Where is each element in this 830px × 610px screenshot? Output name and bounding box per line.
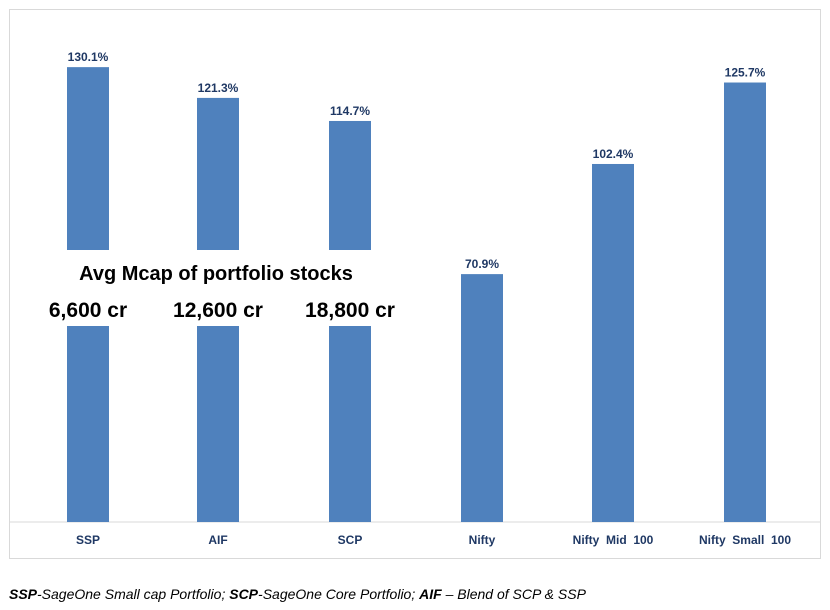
footnote-part-0: SSP bbox=[9, 586, 38, 602]
footnote-part-3: -SageOne Core Portfolio; bbox=[258, 586, 420, 602]
chart-frame: 130.1% SSP 121.3% AIF 114.7% SCP 70.9% Nifty 102… bbox=[9, 9, 821, 559]
mcap-value-1: 12,600 cr bbox=[173, 299, 263, 322]
bar-4 bbox=[592, 163, 634, 523]
footnote-part-1: -SageOne Small cap Portfolio; bbox=[37, 586, 230, 602]
footnote: SSP-SageOne Small cap Portfolio; SCP-Sag… bbox=[9, 586, 586, 602]
mcap-title: Avg Mcap of portfolio stocks bbox=[79, 263, 353, 285]
data-label-0: 130.1% bbox=[68, 50, 109, 64]
data-label-2: 114.7% bbox=[330, 104, 370, 118]
footnote-part-4: AIF bbox=[419, 586, 442, 602]
bar-5 bbox=[724, 82, 766, 522]
footnote-part-2: SCP bbox=[229, 586, 259, 602]
bar-3 bbox=[461, 274, 503, 522]
x-tick-label-1: AIF bbox=[208, 533, 227, 547]
x-tick-label-2: SCP bbox=[338, 533, 363, 547]
x-tick-label-0: SSP bbox=[76, 533, 100, 547]
footnote-part-5: – Blend of SCP & SSP bbox=[441, 586, 586, 602]
data-label-4: 102.4% bbox=[593, 147, 634, 161]
x-tick-label-4: Nifty Mid 100 bbox=[573, 533, 654, 547]
x-tick-label-3: Nifty bbox=[469, 533, 496, 547]
data-label-1: 121.3% bbox=[198, 81, 239, 95]
mcap-value-2: 18,800 cr bbox=[305, 299, 395, 322]
bar-chart: 130.1% SSP 121.3% AIF 114.7% SCP 70.9% Nifty 102… bbox=[10, 50, 820, 547]
data-label-3: 70.9% bbox=[465, 257, 499, 271]
annotation-band bbox=[50, 250, 410, 326]
x-tick-label-5: Nifty Small 100 bbox=[699, 533, 791, 547]
data-label-5: 125.7% bbox=[725, 66, 766, 80]
mcap-value-0: 6,600 cr bbox=[49, 299, 127, 322]
